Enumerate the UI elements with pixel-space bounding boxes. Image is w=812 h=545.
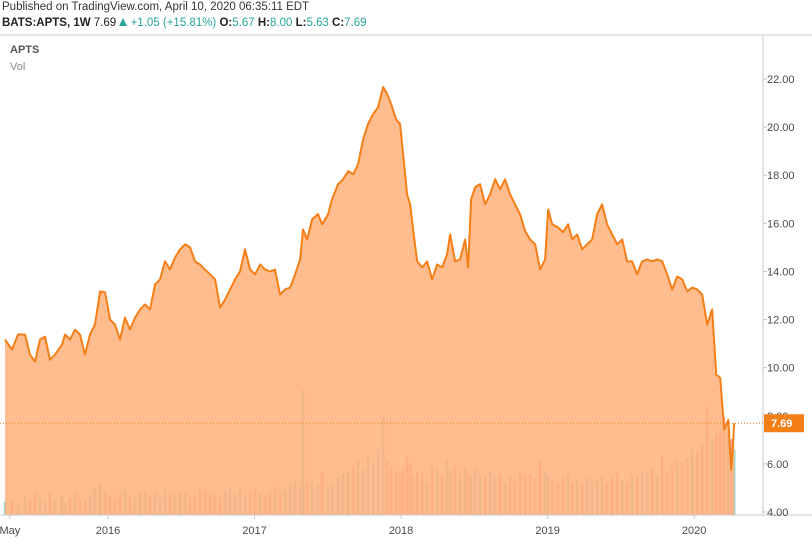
y-tick-label: 12.00 <box>767 315 795 327</box>
y-tick-label: 20.00 <box>767 122 795 134</box>
ohlc-value: 7.69 <box>344 17 367 29</box>
ohlc-label: C: <box>332 17 345 29</box>
x-tick-label: 2020 <box>682 525 706 537</box>
x-tick-label: 2019 <box>535 525 559 537</box>
change: +1.05 (+15.81%) <box>130 17 217 29</box>
y-tick-label: 18.00 <box>767 170 795 182</box>
ohlc-value: 5.67 <box>232 17 255 29</box>
y-tick-label: 16.00 <box>767 218 795 230</box>
last-price: 7.69 <box>93 17 117 29</box>
ohlc-label: H: <box>257 17 270 29</box>
ohlc: O:5.67 H:8.00 L:5.63 C:7.69 <box>219 17 366 29</box>
last-price-label: 7.69 <box>771 418 792 430</box>
x-tick-label: 2016 <box>96 525 120 537</box>
symbol: BATS:APTS, 1W <box>2 17 91 29</box>
y-tick-label: 14.00 <box>767 266 795 278</box>
y-tick-label: 22.00 <box>767 74 795 86</box>
y-tick-label: 10.00 <box>767 363 795 375</box>
y-tick-label: 6.00 <box>767 459 788 471</box>
last-price-box <box>764 414 804 433</box>
x-tick-label: 2018 <box>389 525 413 537</box>
published-line: Published on TradingView.com, April 10, … <box>2 1 310 13</box>
price-area <box>4 86 735 516</box>
legend-volume: Vol <box>10 61 25 73</box>
legend-series: APTS <box>10 44 39 56</box>
up-arrow <box>119 18 128 26</box>
ohlc-value: 5.63 <box>306 17 329 29</box>
ohlc-label: L: <box>295 17 307 29</box>
ohlc-label: O: <box>219 17 233 29</box>
plot-layer <box>3 85 736 516</box>
x-tick-label: May <box>0 525 21 537</box>
symbol-line: BATS:APTS, 1W 7.69 +1.05 (+15.81%) O:5.6… <box>2 17 367 29</box>
x-tick-label: 2017 <box>242 525 266 537</box>
price-line <box>4 85 736 471</box>
y-tick-label: 4.00 <box>767 507 788 519</box>
ohlc-value: 8.00 <box>269 17 293 29</box>
